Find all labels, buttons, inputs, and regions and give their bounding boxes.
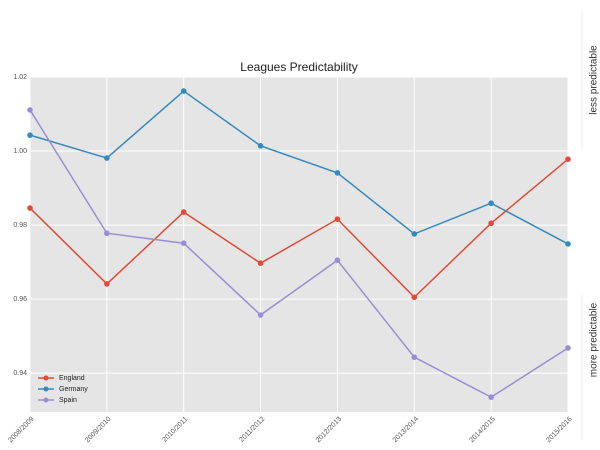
x-tick-label: 2012/2013 [315,416,343,444]
y-tick-label: 0.94 [13,370,27,377]
point [257,143,264,149]
legend-label: England [59,375,85,382]
annotation: more predictable [589,302,600,377]
x-tick-label: 2015/2016 [545,416,573,444]
point [565,345,571,351]
y-tick-label: 0.98 [13,222,27,229]
x-tick-label: 2008/2009 [7,416,35,444]
point [565,156,571,162]
point [104,281,110,287]
point [180,240,187,247]
point [334,216,341,222]
point [334,170,341,176]
point [488,394,494,400]
x-tick-label: 2014/2015 [469,416,497,444]
legend-marker [43,397,49,403]
point [27,107,33,113]
y-tick-label: 1.02 [13,74,27,81]
point [411,294,418,301]
x-tick-label: 2010/2011 [161,416,189,444]
annotation: less predictable [589,45,600,115]
x-tick-label: 2011/2012 [238,416,266,444]
point [257,312,264,318]
point [488,200,494,207]
y-tick-label: 0.96 [13,296,27,303]
plot-area [30,77,568,412]
point [27,132,33,138]
point [565,241,571,247]
y-tick-label: 1.00 [13,148,27,155]
x-tick-label: 2009/2010 [84,416,112,444]
series-line [29,158,569,299]
series-line [29,109,569,399]
point [104,155,110,161]
point [180,88,187,94]
point [411,231,418,237]
point [411,354,418,361]
point [334,257,341,264]
point [104,230,110,237]
point [180,209,187,215]
legend-label: Spain [59,397,77,404]
point [257,260,264,266]
legend-label: Germany [59,386,88,393]
legend-marker [43,386,49,392]
chart-title: Leagues Predictability [240,60,357,74]
x-tick-label: 2013/2014 [392,416,420,444]
point [27,205,33,211]
legend-marker [43,375,49,381]
series-line [29,90,569,245]
point [488,220,494,227]
